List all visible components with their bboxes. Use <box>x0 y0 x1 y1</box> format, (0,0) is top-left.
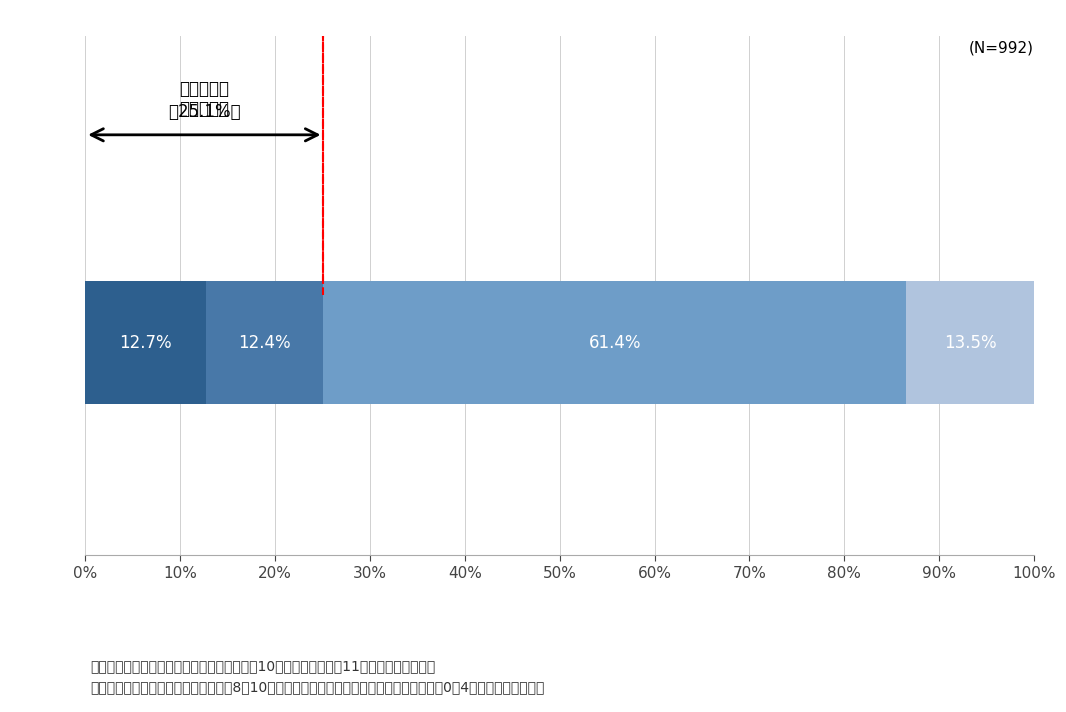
Text: (N=992): (N=992) <box>969 41 1034 56</box>
Bar <box>206 281 323 404</box>
Text: 趣味がある: 趣味がある <box>179 100 229 118</box>
Text: 12.4%: 12.4% <box>239 334 291 352</box>
Bar <box>85 281 206 404</box>
Text: 13.5%: 13.5% <box>943 334 997 352</box>
Text: 注）　「幸福な人」は主観的幸福度が8～10と回答した人、「不幸な人」は主観的幸福度が0～4と回答した人とする: 注） 「幸福な人」は主観的幸福度が8～10と回答した人、「不幸な人」は主観的幸福… <box>91 680 545 694</box>
Bar <box>906 281 1034 404</box>
Text: 注）　主観的幸福度は、０（とても不幸）～10（とても幸せ）の11段階で測定した結果: 注） 主観的幸福度は、０（とても不幸）～10（とても幸せ）の11段階で測定した結… <box>91 659 436 673</box>
Text: 12.7%: 12.7% <box>119 334 172 352</box>
Text: 趣味がある
（25.1%）: 趣味がある （25.1%） <box>168 80 241 120</box>
Bar <box>323 281 906 404</box>
Text: 61.4%: 61.4% <box>588 334 641 352</box>
